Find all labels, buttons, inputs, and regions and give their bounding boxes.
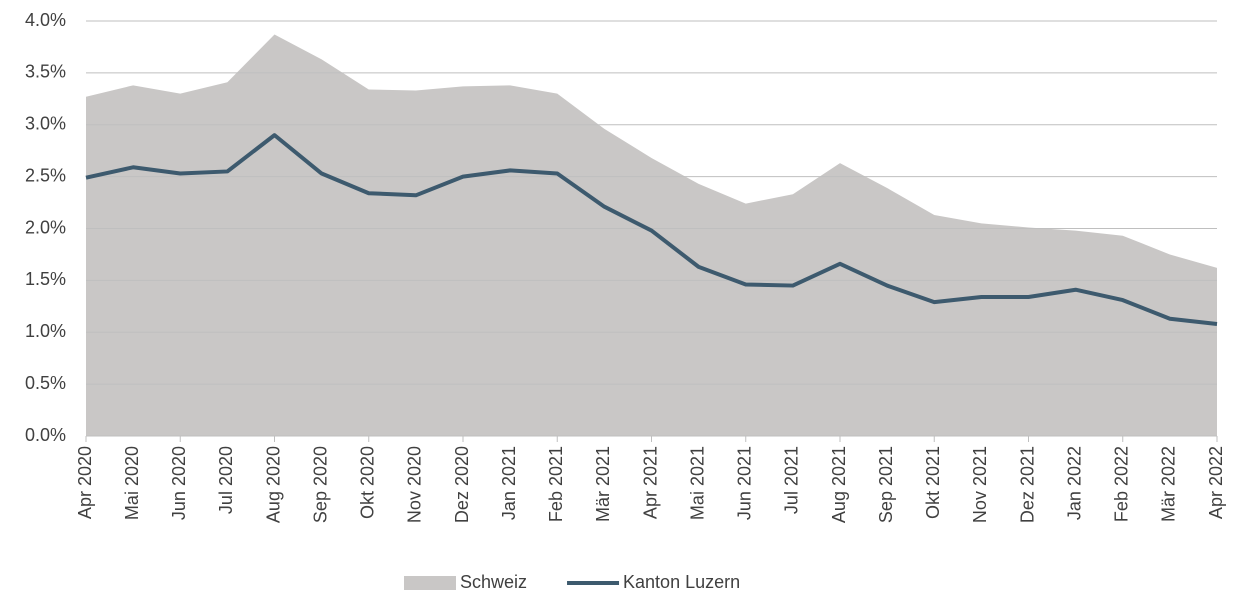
x-tick-label: Jan 2021 bbox=[499, 446, 519, 520]
y-tick-label: 0.5% bbox=[25, 373, 66, 393]
y-tick-label: 3.5% bbox=[25, 62, 66, 82]
x-tick-label: Jul 2020 bbox=[216, 446, 236, 514]
y-tick-label: 0.0% bbox=[25, 425, 66, 445]
legend-label: Schweiz bbox=[460, 572, 527, 592]
x-tick-label: Nov 2021 bbox=[970, 446, 990, 523]
x-tick-label: Mär 2021 bbox=[593, 446, 613, 522]
x-tick-label: Aug 2020 bbox=[263, 446, 283, 523]
x-tick-label: Jun 2020 bbox=[169, 446, 189, 520]
x-tick-label: Jul 2021 bbox=[782, 446, 802, 514]
x-tick-label: Dez 2020 bbox=[452, 446, 472, 523]
x-tick-label: Jan 2022 bbox=[1064, 446, 1084, 520]
x-tick-label: Apr 2022 bbox=[1206, 446, 1226, 519]
y-tick-label: 1.0% bbox=[25, 321, 66, 341]
x-tick-label: Mai 2020 bbox=[122, 446, 142, 520]
legend-label: Kanton Luzern bbox=[623, 572, 740, 592]
line bbox=[85, 133, 1218, 326]
x-tick-label: Apr 2021 bbox=[640, 446, 660, 519]
x-tick-label: Sep 2020 bbox=[310, 446, 330, 523]
x-tick-label: Okt 2020 bbox=[358, 446, 378, 519]
x-tick-label: Jun 2021 bbox=[735, 446, 755, 520]
x-tick-label: Mär 2022 bbox=[1159, 446, 1179, 522]
y-tick-label: 2.0% bbox=[25, 217, 66, 237]
x-tick-label: Nov 2020 bbox=[405, 446, 425, 523]
x-tick-label: Apr 2020 bbox=[75, 446, 95, 519]
x-tick-label: Feb 2022 bbox=[1112, 446, 1132, 522]
x-tick-label: Okt 2021 bbox=[923, 446, 943, 519]
x-tick-label: Dez 2021 bbox=[1017, 446, 1037, 523]
x-tick-label: Aug 2021 bbox=[829, 446, 849, 523]
x-tick-label: Sep 2021 bbox=[876, 446, 896, 523]
legend-swatch bbox=[404, 576, 456, 590]
y-tick-label: 2.5% bbox=[25, 165, 66, 185]
area bbox=[86, 34, 1217, 437]
y-tick-label: 3.0% bbox=[25, 114, 66, 134]
y-tick-label: 4.0% bbox=[25, 10, 66, 30]
y-tick-label: 1.5% bbox=[25, 269, 66, 289]
x-tick-label: Feb 2021 bbox=[546, 446, 566, 522]
x-tick-label: Mai 2021 bbox=[687, 446, 707, 520]
